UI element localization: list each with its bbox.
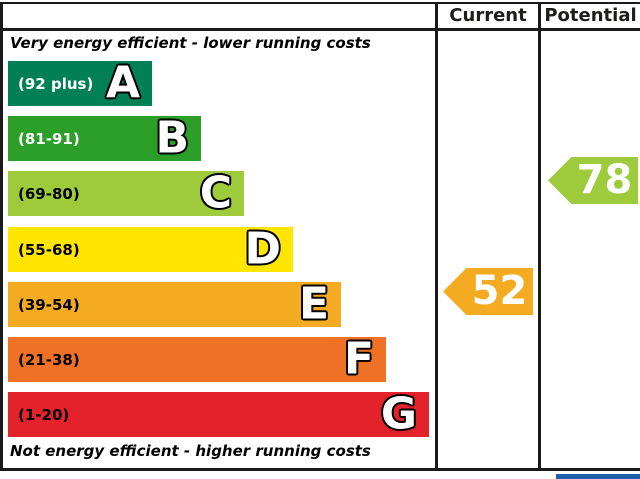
- band-range-label: (92 plus): [18, 74, 94, 93]
- band-range-label: (81-91): [18, 129, 80, 148]
- band-letter: B: [155, 112, 189, 164]
- band-letter: E: [298, 278, 329, 330]
- band-letter: F: [343, 333, 374, 385]
- band-range-label: (39-54): [18, 295, 80, 314]
- column-divider-potential: [538, 2, 541, 471]
- band-range-label: (55-68): [18, 240, 80, 259]
- header-separator: [0, 28, 640, 31]
- band-letter: A: [105, 57, 140, 109]
- rating-band-a: (92 plus) A: [8, 57, 152, 109]
- current-column-header: Current: [449, 5, 527, 26]
- table-border-top: [0, 2, 640, 4]
- band-letter: C: [199, 167, 232, 219]
- table-border-bottom: [0, 468, 640, 471]
- band-range-label: (69-80): [18, 184, 80, 203]
- column-divider-current: [435, 2, 438, 471]
- rating-band-d: (55-68) D: [8, 223, 293, 275]
- current-rating-value: 52: [471, 268, 528, 314]
- potential-column-header: Potential: [544, 5, 637, 26]
- bottom-blue-fragment: [556, 474, 640, 479]
- band-range-label: (1-20): [18, 405, 70, 424]
- potential-rating-value: 78: [576, 157, 633, 203]
- rating-band-g: (1-20) G: [8, 388, 429, 440]
- band-range-label: (21-38): [18, 350, 80, 369]
- band-letter: D: [244, 223, 281, 275]
- current-rating-arrow: 52: [443, 268, 533, 315]
- rating-band-c: (69-80) C: [8, 167, 244, 219]
- rating-band-e: (39-54) E: [8, 278, 341, 330]
- table-border-left: [0, 2, 3, 471]
- rating-band-f: (21-38) F: [8, 333, 386, 385]
- band-letter: G: [380, 388, 417, 440]
- caption-very-efficient: Very energy efficient - lower running co…: [10, 34, 371, 52]
- potential-rating-arrow: 78: [548, 157, 638, 204]
- rating-band-b: (81-91) B: [8, 112, 201, 164]
- caption-not-efficient: Not energy efficient - higher running co…: [10, 442, 371, 460]
